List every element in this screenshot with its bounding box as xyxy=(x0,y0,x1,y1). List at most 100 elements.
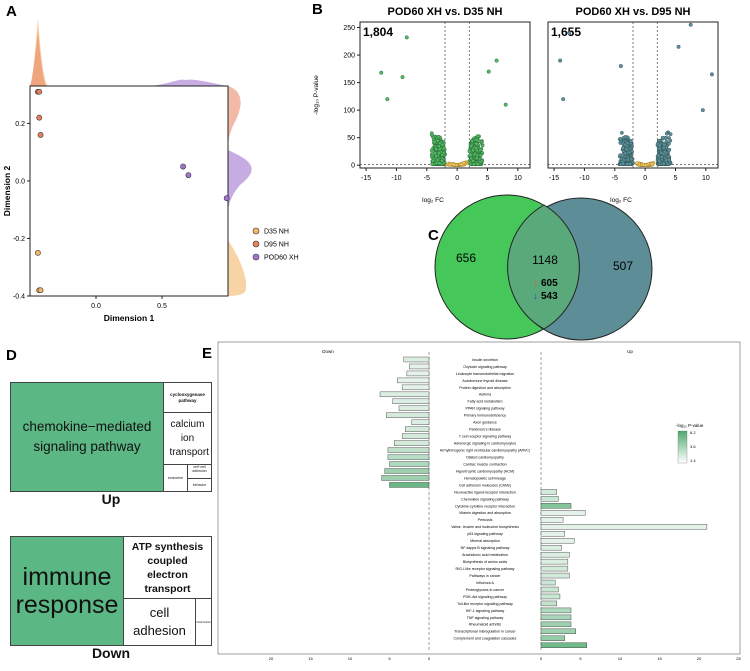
point-outlier xyxy=(486,69,491,74)
up-bar xyxy=(540,544,562,551)
down-bar xyxy=(379,391,430,398)
deg-count: 1,655 xyxy=(551,25,581,39)
up-bar xyxy=(540,600,558,607)
up-bar xyxy=(540,496,559,502)
point-significant xyxy=(664,131,669,136)
tile-cell-adhesion-small: cell−cell adhesion xyxy=(187,465,211,479)
point-significant xyxy=(440,158,444,163)
point-not-significant xyxy=(641,162,646,167)
point-not-significant xyxy=(452,163,456,167)
y-tick-label: 0.0 xyxy=(15,178,25,185)
tile-chemokine-label: chemokine−mediated signaling pathway xyxy=(22,419,152,454)
point-significant xyxy=(667,147,672,152)
pathway-label: Fatty acid metabolism xyxy=(468,400,503,404)
pathway-label: Primary immunodeficiency xyxy=(464,414,506,418)
x-tick-label: 0.5 xyxy=(157,303,167,310)
panel-b-volcano-plots: POD60 XH vs. D35 NH 1,804 -15 -10 -5 0 5 10 log₂… xyxy=(313,6,719,204)
down-bar xyxy=(394,440,430,446)
point-d95-nh xyxy=(36,114,43,121)
up-x-tick-label: 20 xyxy=(697,656,702,661)
up-bar xyxy=(540,524,708,530)
point-significant xyxy=(431,159,435,163)
tile-cell-adhesion-label: cell adhesion xyxy=(133,605,186,638)
down-bar xyxy=(389,482,430,488)
panel-label-b: B xyxy=(312,1,323,18)
point-significant xyxy=(629,138,633,143)
up-x-tick-label: 0 xyxy=(540,656,543,661)
panel-e-kegg-bars: Down Up Insulin secretion Oxytocin signalin… xyxy=(217,341,741,661)
point-significant xyxy=(435,157,440,162)
pathway-label: RIG-I-like receptor signaling pathway xyxy=(456,567,515,571)
x-axis-title: log₂ FC xyxy=(422,197,444,204)
up-bar xyxy=(540,503,572,509)
y-tick-label: 100 xyxy=(343,108,355,115)
point-not-significant xyxy=(650,162,654,166)
point-significant xyxy=(657,159,662,164)
tile-immune-response-label: immune response xyxy=(15,563,119,619)
panel-e-frame xyxy=(217,341,741,655)
point-significant xyxy=(666,157,671,162)
point-significant xyxy=(478,148,483,152)
up-bar xyxy=(540,607,572,614)
x-tick-label: 0 xyxy=(455,175,459,182)
pathway-label: Rheumatoid arthritis xyxy=(469,623,501,627)
legend-marker xyxy=(252,240,260,248)
pathway-label: Mineral absorption xyxy=(470,539,500,543)
tile-behavior: behavior xyxy=(187,479,211,491)
point-not-significant xyxy=(460,162,464,166)
pathway-label: HIF-1 signaling pathway xyxy=(466,609,505,613)
point-significant xyxy=(440,152,445,157)
x-tick-label: 10 xyxy=(514,175,522,182)
down-bar xyxy=(392,398,430,404)
point-pod60-xh xyxy=(223,195,230,202)
venn-overlap xyxy=(507,204,580,330)
point-not-significant xyxy=(448,163,452,167)
point-significant xyxy=(475,162,480,166)
down-bar xyxy=(389,461,430,467)
venn-down-count: 543 xyxy=(541,291,558,302)
pathway-label: Adrenergic signaling in cardiomyocytes xyxy=(454,442,517,446)
point-outlier xyxy=(494,58,499,63)
pathway-label: Arrhythmogenic right ventricular cardiom… xyxy=(440,448,530,452)
panel-label-e: E xyxy=(202,345,212,362)
x-tick-label: -15 xyxy=(549,175,559,182)
pathway-label: Biosynthesis of amino acids xyxy=(463,560,508,564)
point-significant xyxy=(475,134,480,139)
point-outlier xyxy=(379,70,384,75)
x-tick-label: 0.0 xyxy=(91,303,101,310)
point-significant xyxy=(660,135,665,140)
down-title: Down xyxy=(322,349,334,354)
down-x-tick-label: 20 xyxy=(269,656,274,661)
point-significant xyxy=(435,138,440,143)
point-significant xyxy=(657,146,662,151)
treemap-down: immune response ATP synthesis coupled el… xyxy=(10,536,212,646)
legend-tick-label: 1.4 xyxy=(690,458,696,463)
tile-cell-adhesion: cell adhesion xyxy=(123,599,195,645)
up-bar xyxy=(540,579,556,586)
point-not-significant xyxy=(635,161,639,165)
up-bar xyxy=(540,517,564,523)
panel-c-venn: 656 1148 ↑ 605↓ 543 507 xyxy=(434,194,653,341)
point-significant xyxy=(657,143,662,148)
up-bar xyxy=(540,628,576,635)
up-bar xyxy=(540,565,569,572)
plot-frame xyxy=(29,85,229,297)
pathway-label: T cell receptor signaling pathway xyxy=(459,435,511,439)
panel-label-a: A xyxy=(6,3,17,20)
pathway-label: Influenza A xyxy=(476,581,494,585)
density-top-pod60 xyxy=(150,79,228,86)
point-significant xyxy=(429,148,434,153)
y-tick-label: 250 xyxy=(343,25,355,32)
pathway-label: Complement and coagulation cascades xyxy=(454,637,517,641)
legend-marker xyxy=(252,227,260,235)
point-significant xyxy=(629,157,634,162)
up-bar xyxy=(540,621,572,628)
legend-tick-label: 3.6 xyxy=(690,444,696,449)
treemap-up: chemokine−mediated signaling pathway cyc… xyxy=(10,382,212,492)
point-outlier xyxy=(567,31,572,35)
legend-tick-label: 6.2 xyxy=(690,430,696,435)
pathway-label: Cell adhesion molecules (CAMs) xyxy=(459,483,511,487)
down-x-tick-label: 15 xyxy=(308,656,313,661)
